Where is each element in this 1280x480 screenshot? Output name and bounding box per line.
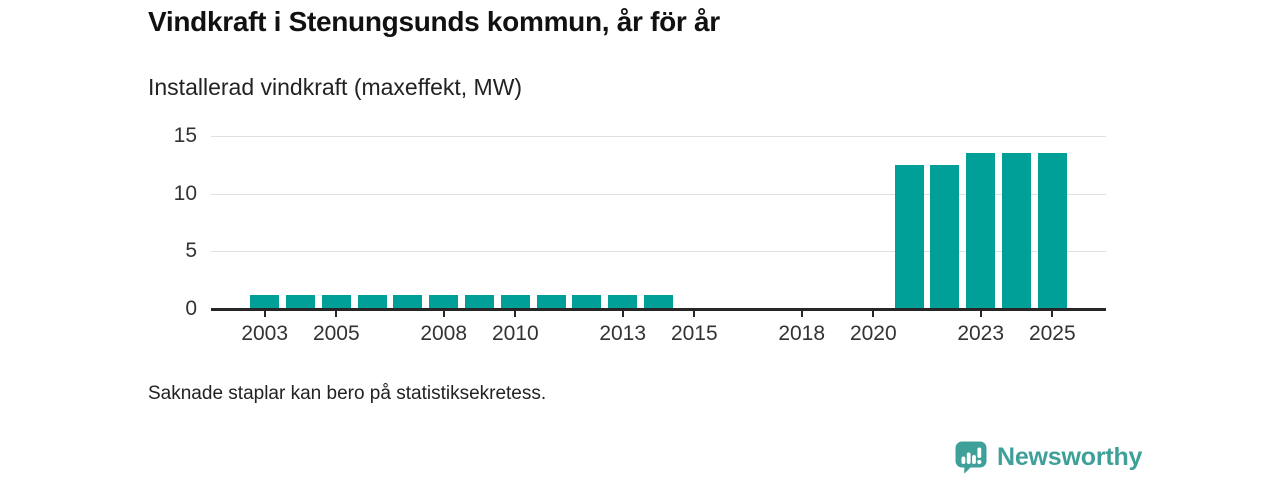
- bar-2012: [572, 294, 602, 309]
- x-tick-2008: [442, 310, 445, 317]
- x-tick-label-2015: 2015: [670, 322, 718, 345]
- bar-2022: [930, 164, 960, 309]
- x-tick-2015: [693, 310, 696, 317]
- gridline-10: [211, 193, 1106, 195]
- x-tick-label-2013: 2013: [599, 322, 647, 345]
- bar-2011: [536, 294, 566, 309]
- x-tick-2013: [621, 310, 624, 317]
- bar-2003: [250, 294, 280, 309]
- newsworthy-logo-icon: [955, 441, 987, 474]
- x-tick-label-2005: 2005: [312, 322, 360, 345]
- bar-2021: [894, 164, 924, 309]
- bar-2024: [1002, 153, 1031, 309]
- bar-2008: [429, 294, 459, 309]
- chart-subtitle: Installerad vindkraft (maxeffekt, MW): [148, 74, 523, 100]
- bar-2025: [1037, 153, 1067, 309]
- x-tick-2025: [1051, 310, 1054, 317]
- x-tick-2020: [872, 310, 875, 317]
- x-axis-line: [211, 308, 1106, 311]
- chart-title: Vindkraft i Stenungsunds kommun, år för …: [148, 6, 720, 37]
- y-tick-label-0: 0: [185, 297, 197, 320]
- bar-2004: [286, 294, 315, 309]
- x-tick-2003: [263, 310, 266, 317]
- newsworthy-logo[interactable]: Newsworthy: [954, 440, 1142, 474]
- chart-footnote: Saknade staplar kan bero på statistiksek…: [148, 383, 547, 404]
- y-tick-label-5: 5: [185, 239, 197, 263]
- x-tick-label-2010: 2010: [491, 322, 539, 345]
- gridline-15: [211, 136, 1106, 137]
- bar-2007: [393, 294, 423, 309]
- bar-2005: [321, 294, 351, 309]
- bar-2006: [357, 294, 387, 309]
- y-tick-label-10: 10: [173, 181, 197, 205]
- bar-2013: [608, 294, 638, 309]
- x-tick-label-2018: 2018: [778, 322, 826, 345]
- x-tick-2018: [800, 310, 803, 317]
- bar-2009: [465, 294, 494, 309]
- y-tick-label-15: 15: [173, 124, 197, 147]
- bar-2014: [644, 294, 673, 309]
- x-tick-2005: [335, 310, 338, 317]
- x-tick-label-2025: 2025: [1028, 322, 1076, 345]
- gridline-5: [211, 251, 1106, 253]
- plot-area: 2003 2005 2008 2010 2013 2015 2018 2020 2023 2025: [211, 136, 1106, 345]
- bar-2023: [966, 153, 996, 309]
- x-tick-label-2020: 2020: [849, 322, 897, 345]
- newsworthy-logo-text: Newsworthy: [997, 442, 1143, 471]
- x-tick-2010: [514, 310, 517, 317]
- x-tick-2023: [979, 310, 982, 317]
- bar-2010: [500, 294, 530, 309]
- x-tick-label-2023: 2023: [957, 322, 1005, 345]
- x-tick-label-2003: 2003: [241, 322, 289, 345]
- x-tick-label-2008: 2008: [420, 322, 468, 345]
